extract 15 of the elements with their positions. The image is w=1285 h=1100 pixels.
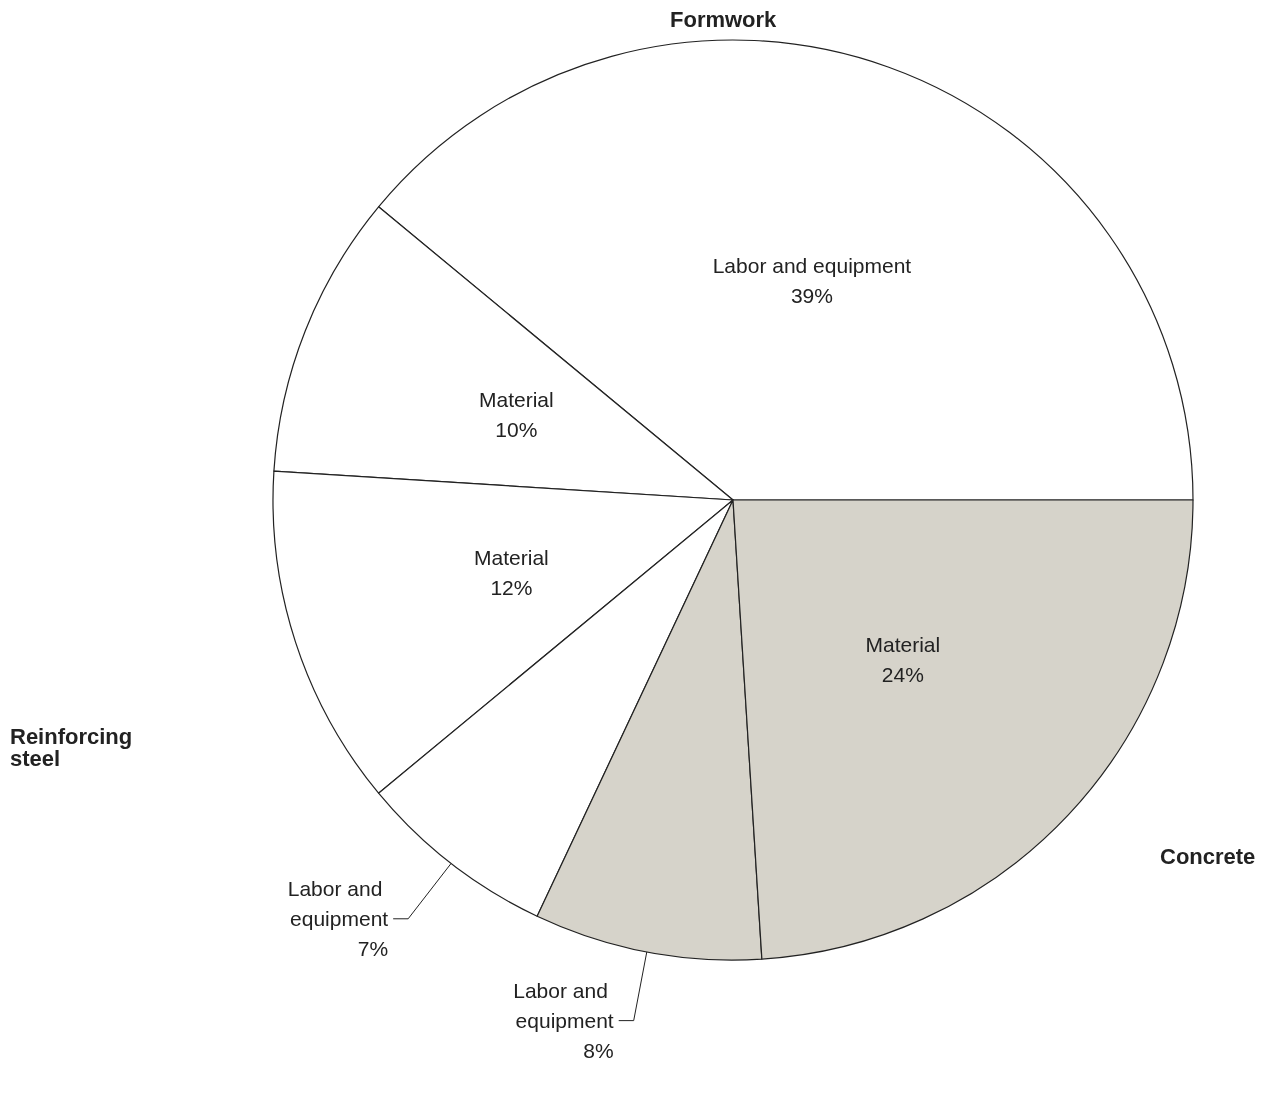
data-label: 12%	[490, 575, 533, 599]
data-label: 7%	[357, 937, 389, 961]
data-label: 39%	[790, 284, 833, 308]
slice-label: Material	[479, 387, 554, 411]
slice-label: Material	[865, 633, 941, 656]
slice-label: Labor and equipment	[513, 979, 614, 1033]
slice-label: Labor and equipment	[287, 877, 389, 931]
data-label: 10%	[495, 417, 538, 441]
data-label: 24%	[881, 663, 924, 686]
slice-label: Labor and equipment	[712, 254, 912, 278]
text: Formwork	[670, 6, 778, 32]
data-label: 8%	[583, 1039, 614, 1063]
text: Concrete	[1160, 843, 1256, 869]
text: Reinforcing steel	[10, 723, 139, 771]
slice-label: Material	[474, 545, 549, 569]
